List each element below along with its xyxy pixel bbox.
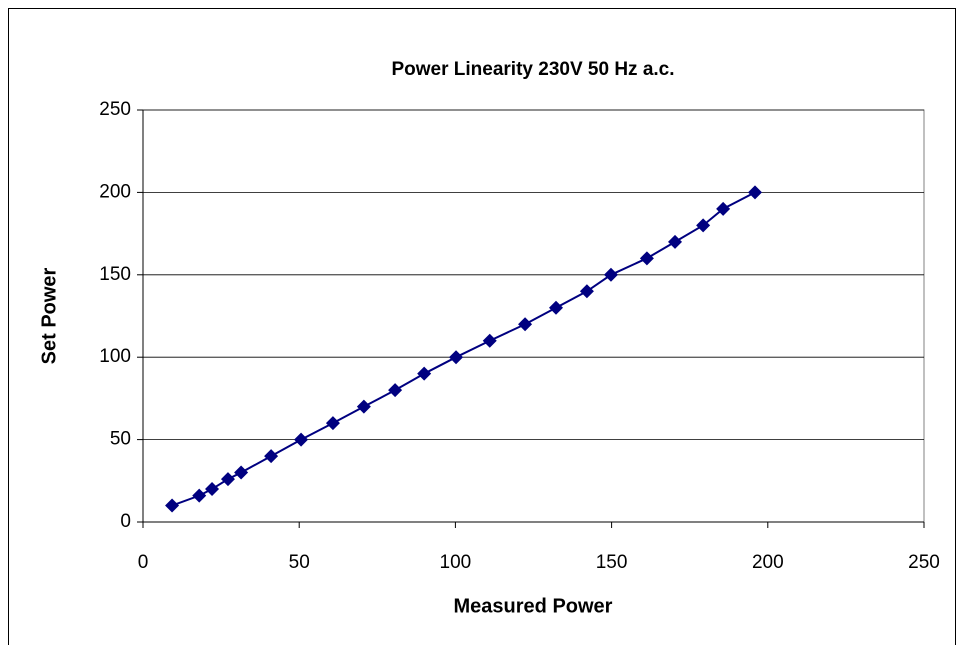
y-tick-label: 50 [110,429,131,450]
data-point [356,399,371,414]
y-tick-label: 100 [99,346,131,367]
data-point [205,482,220,497]
x-tick-label: 0 [138,552,149,573]
data-point [603,267,618,282]
y-tick-label: 200 [99,181,131,202]
data-point [294,432,309,447]
data-point [325,416,340,431]
series-line [171,191,756,507]
x-axis-label: Measured Power [454,595,613,617]
data-point [639,251,654,266]
data-point [449,350,464,365]
plot-area [142,109,925,523]
data-point [716,201,731,216]
data-point [234,465,249,480]
data-point [548,300,563,315]
data-point [668,234,683,249]
data-point [518,317,533,332]
data-point [220,472,235,487]
data-point [579,284,594,299]
data-point [165,498,180,513]
y-tick-label: 0 [120,511,131,532]
data-point [696,218,711,233]
x-tick-label: 100 [440,552,472,573]
data-point [388,383,403,398]
y-tick-label: 150 [99,264,131,285]
data-point [192,488,207,503]
x-tick-label: 50 [289,552,310,573]
chart-title: Power Linearity 230V 50 Hz a.c. [391,59,674,80]
data-point [482,333,497,348]
data-point [417,366,432,381]
x-tick-label: 150 [596,552,628,573]
data-point [264,449,279,464]
x-tick-label: 250 [908,552,940,573]
x-tick-label: 200 [752,552,784,573]
data-point [747,185,762,200]
y-tick-label: 250 [99,99,131,120]
y-axis-label: Set Power [38,267,60,364]
